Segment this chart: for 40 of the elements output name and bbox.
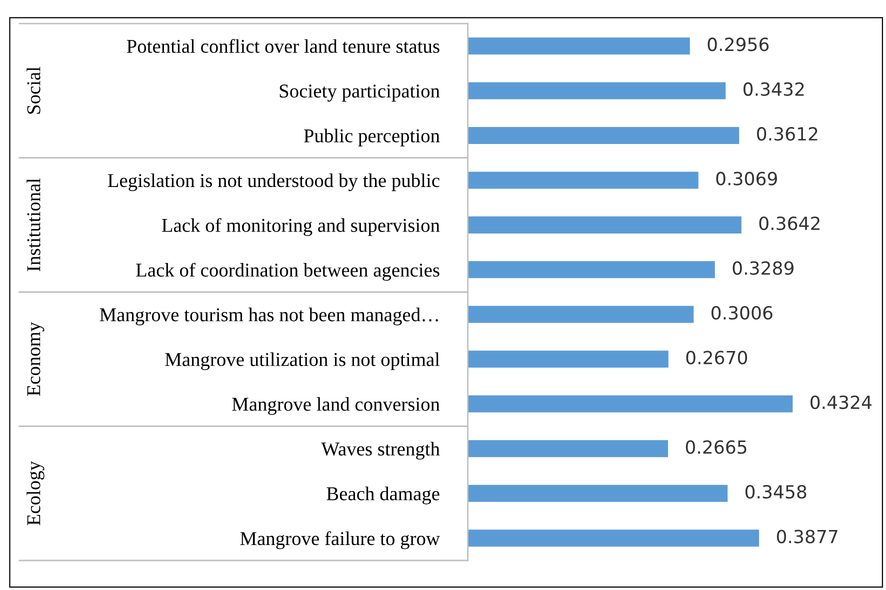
y-tick-label: Public perception (304, 128, 440, 146)
data-label: 0.2670 (686, 350, 748, 364)
bar (468, 216, 742, 234)
y-tick-label: Lack of monitoring and supervision (162, 218, 440, 236)
data-label: 0.4324 (810, 395, 872, 410)
bar (468, 37, 690, 54)
data-label: 0.3458 (745, 484, 806, 499)
bar (468, 306, 694, 323)
data-label: 0.3432 (744, 82, 804, 96)
bar (468, 126, 740, 144)
text: Social (26, 66, 40, 114)
data-label: 0.3642 (759, 216, 820, 230)
data-label: 0.2956 (708, 38, 769, 52)
bar (468, 82, 726, 100)
data-label: 0.3612 (757, 127, 818, 141)
bar (468, 261, 715, 278)
data-label: 0.2665 (686, 440, 746, 454)
bar (468, 172, 698, 189)
bar (468, 350, 668, 368)
text: Economy (27, 322, 44, 396)
y-tick-label: Waves strength (321, 442, 440, 460)
y-tick-label: Society participation (280, 84, 440, 102)
bar (468, 440, 668, 458)
y-tick-label: Legislation is not understood by the public (108, 173, 440, 192)
y-tick-label: Potential conflict over land tenure status (126, 39, 440, 53)
y-tick-label: Mangrove failure to grow (240, 531, 440, 550)
bar (468, 530, 760, 547)
data-label: 0.3006 (712, 306, 772, 320)
data-label: 0.3877 (776, 530, 838, 544)
y-tick-label: Beach damage (326, 486, 440, 504)
y-tick-label: Mangrove utilization is not optimal (165, 352, 440, 370)
bar (468, 395, 793, 412)
y-tick-label: Mangrove tourism has not been managed… (100, 308, 438, 326)
y-tick-label: Lack of coordination between agencies (136, 262, 440, 281)
data-label: 0.3069 (716, 172, 777, 186)
data-label: 0.3289 (732, 261, 794, 275)
text: Institutional (26, 178, 40, 272)
y-tick-label: Mangrove land conversion (232, 397, 440, 415)
text: Ecology (26, 461, 44, 526)
bar (468, 484, 728, 502)
